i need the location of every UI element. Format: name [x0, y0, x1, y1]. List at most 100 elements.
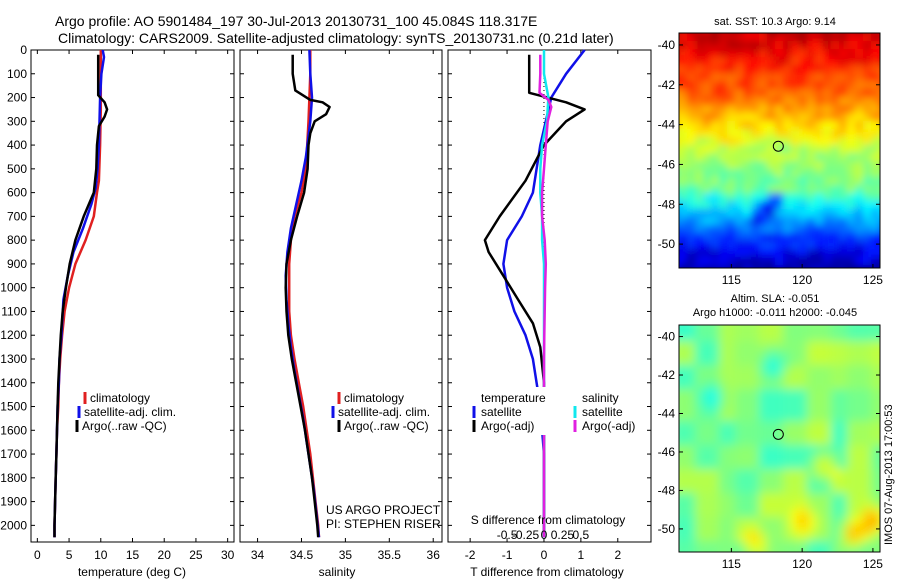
heatmap-cell [847, 509, 856, 518]
heatmap-cell [807, 185, 816, 194]
heatmap-cell [831, 129, 840, 138]
heatmap-cell [847, 273, 856, 282]
heatmap-cell [863, 509, 872, 518]
heatmap-cell [815, 73, 824, 82]
heatmap-cell [719, 81, 728, 90]
heatmap-cell [807, 413, 816, 422]
heatmap-cell [775, 153, 784, 162]
heatmap-cell [743, 437, 752, 446]
heatmap-cell [863, 533, 872, 542]
heatmap-cell [887, 325, 896, 334]
heatmap-cell [823, 249, 832, 258]
heatmap-cell [719, 341, 728, 350]
heatmap-cell [775, 437, 784, 446]
heatmap-cell [759, 49, 768, 58]
heatmap-cell [727, 381, 736, 390]
heatmap-cell [815, 49, 824, 58]
heatmap-cell [751, 145, 760, 154]
heatmap-cell [783, 73, 792, 82]
heatmap-cell [687, 501, 696, 510]
heatmap-cell [831, 97, 840, 106]
heatmap-cell [863, 81, 872, 90]
heatmap-cell [719, 485, 728, 494]
heatmap-cell [775, 89, 784, 98]
heatmap-cell [687, 493, 696, 502]
heatmap-cell [759, 65, 768, 74]
heatmap-cell [815, 97, 824, 106]
heatmap-cell [767, 365, 776, 374]
heatmap-cell [863, 373, 872, 382]
heatmap-cell [767, 161, 776, 170]
heatmap-cell [767, 81, 776, 90]
x-tick-label: -2 [465, 548, 476, 562]
heatmap-cell [679, 533, 688, 542]
heatmap-cell [679, 517, 688, 526]
heatmap-cell [887, 161, 896, 170]
heatmap-cell [735, 201, 744, 210]
heatmap-cell [783, 333, 792, 342]
heatmap-cell [703, 217, 712, 226]
heatmap-cell [759, 265, 768, 268]
heatmap-cell [831, 557, 840, 566]
heatmap-cell [759, 217, 768, 226]
heatmap-cell [743, 461, 752, 470]
heatmap-cell [711, 97, 720, 106]
heatmap-cell [767, 185, 776, 194]
heatmap-cell [703, 485, 712, 494]
heatmap-cell [863, 429, 872, 438]
heatmap-cell [735, 65, 744, 74]
heatmap-cell [759, 421, 768, 430]
heatmap-cell [759, 177, 768, 186]
heatmap-cell [887, 317, 896, 326]
y-tick-label: 1600 [0, 423, 27, 437]
heatmap-cell [807, 445, 816, 454]
heatmap-cell [711, 469, 720, 478]
heatmap-cell [687, 453, 696, 462]
heatmap-cell [735, 233, 744, 242]
y-tick-label: 500 [7, 162, 27, 176]
heatmap-cell [799, 469, 808, 478]
heatmap-cell [703, 233, 712, 242]
top-tick-label: 0 [541, 528, 548, 542]
heatmap-cell [855, 445, 864, 454]
heatmap-cell [807, 177, 816, 186]
legend-label-climatology: climatology [90, 391, 150, 405]
heatmap-cell [743, 525, 752, 534]
heatmap-cell [775, 389, 784, 398]
heatmap-cell [767, 421, 776, 430]
heatmap-cell [799, 517, 808, 526]
heatmap-cell [807, 477, 816, 486]
heatmap-cell [743, 57, 752, 66]
heatmap-cell [847, 429, 856, 438]
heatmap-cell [759, 549, 768, 552]
heatmap-cell [751, 177, 760, 186]
heatmap-cell [767, 437, 776, 446]
heatmap-cell [871, 397, 880, 406]
heatmap-cell [767, 461, 776, 470]
heatmap-cell [791, 533, 800, 542]
heatmap-cell [679, 365, 688, 374]
map-y-tick-label: -42 [658, 368, 676, 382]
heatmap-cell [863, 405, 872, 414]
heatmap-cell [735, 453, 744, 462]
heatmap-cell [831, 533, 840, 542]
heatmap-cell [839, 201, 848, 210]
heatmap-cell [719, 201, 728, 210]
heatmap-cell [831, 65, 840, 74]
heatmap-cell [791, 105, 800, 114]
heatmap-cell [759, 161, 768, 170]
difference-axis-ticks: -2 -1 0 1 2 [448, 49, 651, 562]
heatmap-cell [679, 477, 688, 486]
heatmap-cell [743, 445, 752, 454]
heatmap-cell [703, 97, 712, 106]
heatmap-cell [855, 525, 864, 534]
heatmap-cell [687, 225, 696, 234]
heatmap-cell [711, 129, 720, 138]
heatmap-cell [775, 349, 784, 358]
map-y-tick-label: -40 [658, 38, 676, 52]
heatmap-cell [679, 41, 688, 50]
heatmap-cell [775, 273, 784, 282]
heatmap-cell [855, 357, 864, 366]
heatmap-cell [751, 161, 760, 170]
heatmap-cell [767, 257, 776, 266]
